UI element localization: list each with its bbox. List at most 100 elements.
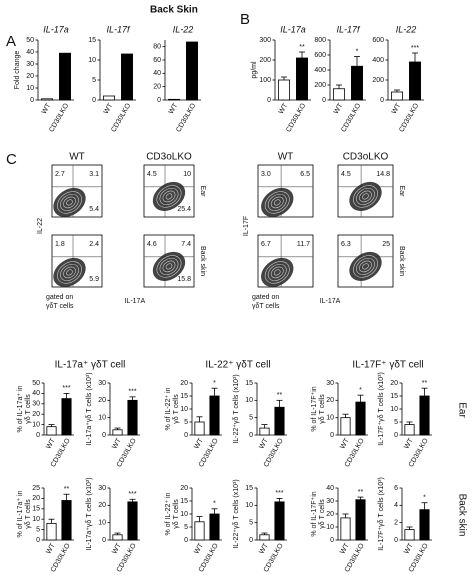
bar [404, 529, 415, 541]
column-header: WT [69, 152, 85, 163]
y-tick-label: 20 [153, 84, 161, 91]
x-tick-label: WT [193, 542, 205, 556]
quadrant-value: 15.8 [177, 276, 191, 283]
quadrant-value: 10 [183, 171, 191, 178]
bar [259, 427, 270, 436]
y-tick-label: 50 [32, 380, 40, 387]
y-axis-label: IL-22 [37, 218, 44, 234]
y-tick-label: 15 [180, 393, 188, 400]
y-tick-label: 0 [36, 432, 40, 439]
y-axis-label: % of IL-17F⁺in [311, 386, 318, 431]
group-title: IL-22⁺ γδT cell [205, 360, 270, 371]
chart-title: IL-22 [173, 24, 194, 34]
significance: ** [277, 392, 283, 399]
y-axis-label: γδ T cells [173, 499, 180, 529]
y-tick-label: 200 [314, 82, 326, 89]
y-axis-label: IL-17a⁺γδ T cells (x10³) [86, 477, 93, 550]
y-tick-label: 0 [267, 97, 271, 104]
bar [296, 57, 308, 101]
y-tick-label: 300 [259, 37, 271, 44]
y-tick-label: 6 [394, 485, 398, 492]
y-tick-label: 5 [394, 419, 398, 426]
y-axis-label: γδ T cells [319, 394, 326, 424]
y-tick-label: 0 [184, 432, 188, 439]
y-tick-label: 40 [326, 485, 334, 492]
quadrant-value: 5.9 [89, 276, 99, 283]
contour [267, 193, 287, 211]
y-tick-label: 20 [32, 411, 40, 418]
contour [159, 187, 179, 205]
y-tick-label: 0 [102, 432, 106, 439]
x-tick-label: WT [391, 102, 403, 116]
quadrant-value: 3.1 [89, 171, 99, 178]
y-axis-label: % of IL-22⁺ in [165, 492, 172, 535]
x-tick-label: WT [278, 102, 290, 116]
y-tick-label: 10 [245, 397, 253, 404]
significance: ** [422, 380, 428, 387]
contour [66, 199, 73, 206]
bar [274, 406, 285, 436]
y-axis-label: % of IL-22⁺ in [165, 387, 172, 430]
row-label: Ear [199, 186, 206, 198]
bar [121, 53, 133, 101]
y-tick-label: 0 [30, 97, 34, 104]
y-axis-label: IL-17F [243, 216, 250, 236]
quadrant-value: 14.8 [376, 171, 390, 178]
contour [261, 257, 294, 287]
contour [356, 257, 375, 275]
bar [46, 522, 57, 541]
y-tick-label: 30 [32, 401, 40, 408]
y-tick-label: 0 [330, 432, 334, 439]
y-tick-label: 0 [157, 97, 161, 104]
bar [103, 95, 115, 101]
y-tick-label: 20 [98, 502, 106, 509]
flow-plot [337, 164, 394, 218]
y-tick-label: 5 [249, 520, 253, 527]
y-axis-label: γδ T cells [173, 394, 180, 424]
row-label: Ear [456, 402, 467, 418]
contour [264, 261, 290, 284]
x-axis-label: IL-17A [124, 298, 145, 305]
y-tick-label: 0 [330, 537, 334, 544]
y-tick-label: 20 [326, 511, 334, 518]
bar [259, 534, 270, 541]
gate-note: gated on [46, 294, 73, 301]
y-tick-label: 0 [249, 537, 253, 544]
quadrant-value: 4.5 [147, 171, 157, 178]
bar [419, 395, 430, 436]
y-tick-label: 10 [245, 502, 253, 509]
bar [340, 517, 351, 541]
contour [63, 196, 76, 209]
column-header: CD3oLKO [146, 152, 192, 163]
x-tick-label: WT [258, 437, 270, 451]
flow-plot [143, 234, 195, 288]
x-tick-label: WT [45, 437, 57, 451]
quadrant-value: 25 [382, 241, 390, 248]
flow-plot [143, 164, 195, 218]
y-axis-label: IL-17F⁺γδ T cells (x10³) [378, 477, 385, 551]
y-tick-label: 10 [88, 57, 96, 64]
x-tick-label: WT [339, 542, 351, 556]
column-header: WT [278, 152, 294, 163]
contour [353, 185, 378, 208]
y-tick-label: 10 [326, 524, 334, 531]
header: Back Skin [150, 5, 198, 16]
quadrant-value: 6.3 [341, 241, 351, 248]
contour [359, 260, 372, 273]
bar [61, 398, 72, 436]
bar [168, 98, 180, 101]
y-tick-label: 5 [184, 419, 188, 426]
y-tick-label: 50 [26, 37, 34, 44]
quadrant-value: 2.4 [89, 241, 99, 248]
y-tick-label: 10 [98, 520, 106, 527]
contour [60, 193, 79, 211]
bar [112, 429, 123, 436]
panel-label: C [6, 151, 17, 168]
flow-plot [257, 234, 314, 288]
y-tick-label: 60 [153, 57, 161, 64]
bar [278, 79, 290, 101]
row-label: Back skin [398, 246, 405, 276]
bar [127, 501, 138, 541]
contour [349, 251, 382, 281]
